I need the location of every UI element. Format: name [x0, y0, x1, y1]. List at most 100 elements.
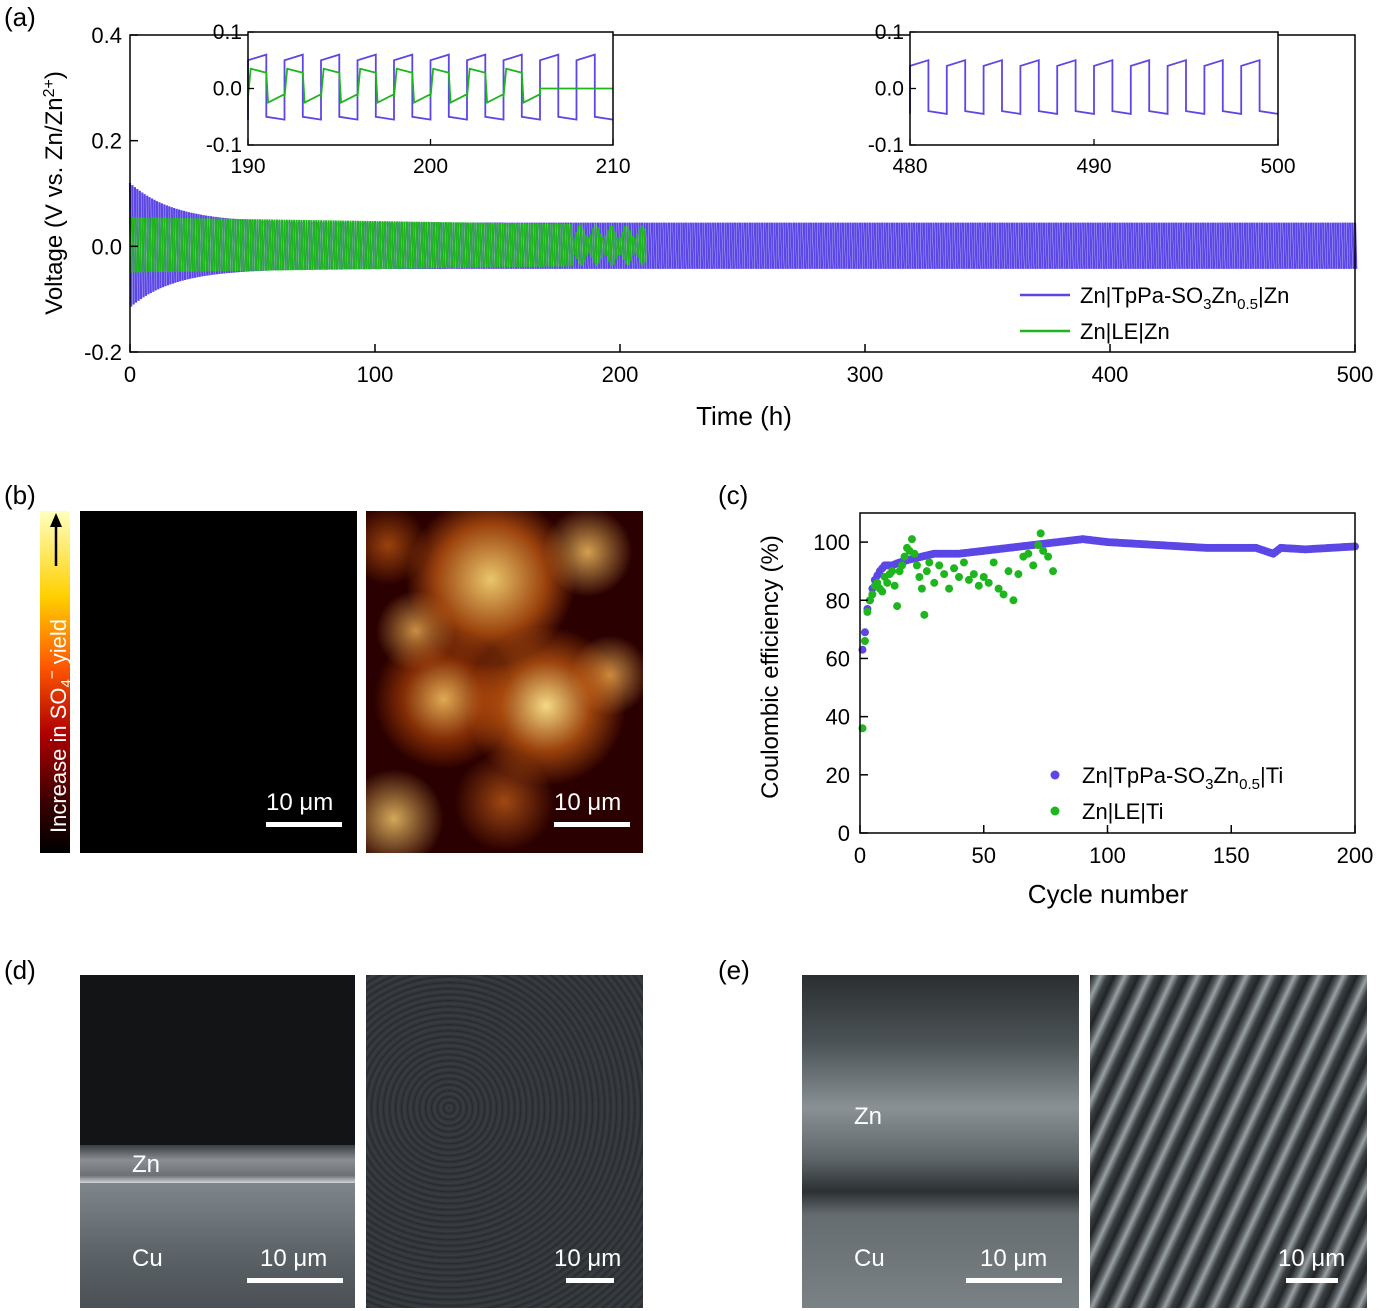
chart-a-inset-2: 480 490 500 0.1 0.0 -0.1 [868, 21, 1296, 178]
chart-a-xtick-label: 500 [1337, 362, 1374, 387]
sem-e-cu-label: Cu [854, 1245, 885, 1272]
chart-a-xtick-label: 100 [357, 362, 394, 387]
point-c-le [910, 549, 919, 558]
chart-a-ytick-label: 0.0 [91, 234, 122, 259]
inset-series-le [247, 67, 613, 105]
point-c-le [1049, 567, 1058, 576]
legend-a-le-label: Zn|LE|Zn [1080, 319, 1170, 344]
colorbar-label-text: Increase in SO4− yield [44, 619, 75, 833]
chart-a-xtick-label: 0 [124, 362, 136, 387]
inset-ytick-label: 0.0 [213, 78, 242, 101]
chart-c-ylabel: Coulombic efficiency (%) [757, 535, 784, 799]
colorbar-arrow-head [50, 513, 62, 527]
panel-label-b: (b) [4, 480, 36, 510]
point-c-le [940, 570, 949, 579]
chart-c-xtick-label: 50 [972, 843, 996, 868]
scale-bar-e-right [1286, 1278, 1338, 1283]
inset-ytick-label: 0.1 [213, 21, 242, 44]
chart-c-ytick-label: 60 [826, 646, 850, 671]
sem-top-view-e: 10 μm [1090, 975, 1367, 1308]
scale-label-e-left: 10 μm [980, 1245, 1048, 1272]
point-c-le [989, 558, 998, 567]
legend-a-tppa-label: Zn|TpPa-SO3Zn0.5|Zn [1080, 283, 1289, 313]
chart-c-ytick-label: 20 [826, 763, 850, 788]
chart-a-inset-1: 190 200 210 0.1 0.0 -0.1 [206, 21, 631, 178]
inset-series-tppa [909, 58, 1279, 115]
chart-c-xlabel: Cycle number [1028, 879, 1189, 909]
chart-c-ytick-label: 80 [826, 588, 850, 613]
point-c-le [1036, 529, 1045, 538]
inset-ytick-label: -0.1 [868, 134, 904, 157]
scale-label-b-right: 10 μm [554, 789, 622, 816]
inset-series-tppa [247, 53, 614, 121]
point-c-le [950, 564, 959, 573]
scale-label-d-right: 10 μm [554, 1245, 622, 1272]
chart-c: 0 50 100 150 200 0 20 40 60 80 100 Coulombic effic… [757, 512, 1374, 909]
inset-ytick-label: 0.1 [875, 21, 904, 44]
chart-c-legend: Zn|TpPa-SO3Zn0.5|Ti Zn|LE|Ti [1050, 763, 1283, 824]
panel-label-e: (e) [718, 955, 750, 985]
chart-c-ytick-label: 100 [813, 530, 850, 555]
chart-a-ylabel-main: Voltage (V vs. Zn/Zn [41, 97, 68, 314]
chart-a-legend: Zn|TpPa-SO3Zn0.5|Zn Zn|LE|Zn [1020, 283, 1289, 344]
point-c-le [898, 561, 907, 570]
inset-xtick-label: 490 [1076, 155, 1111, 178]
inset-xtick-label: 190 [230, 155, 265, 178]
scale-bar-d-left [247, 1278, 343, 1283]
scale-label-d-left: 10 μm [260, 1245, 328, 1272]
point-c-le [1034, 541, 1043, 549]
panel-label-c: (c) [718, 480, 749, 510]
sem-cross-section-e: Zn Cu 10 μm [802, 975, 1079, 1308]
inset-ytick-label: -0.1 [206, 134, 242, 157]
chart-a-ytick-label: -0.2 [84, 340, 122, 365]
legend-c-tppa-swatch [1050, 770, 1060, 780]
chart-c-plot-area [858, 529, 1359, 733]
panel-label-a: (a) [4, 2, 36, 32]
point-c-le [883, 578, 892, 587]
point-c-le [1024, 549, 1033, 558]
point-c-le [917, 584, 926, 593]
tof-sims-map-le: 10 μm [366, 511, 643, 853]
chart-a-ytick-label: 0.4 [91, 23, 122, 48]
legend-c-le-label: Zn|LE|Ti [1082, 799, 1164, 824]
inset-xtick-label: 210 [595, 155, 630, 178]
point-c-tppa [860, 628, 869, 637]
point-c-le [888, 567, 897, 576]
point-c-le [907, 535, 916, 544]
point-c-le [893, 602, 902, 611]
point-c-le [999, 590, 1008, 599]
sem-d-cu-substrate [80, 1183, 355, 1308]
point-c-le [1044, 552, 1053, 561]
chart-c-xtick-label: 0 [854, 843, 866, 868]
scale-bar-b-right [554, 822, 630, 827]
point-c-le [1029, 561, 1038, 570]
inset-xtick-label: 200 [413, 155, 448, 178]
point-c-le [1039, 546, 1048, 555]
chart-a-ylabel-close: ) [41, 71, 68, 79]
chart-a-xtick-label: 400 [1092, 362, 1129, 387]
chart-c-ytick-label: 40 [826, 705, 850, 730]
point-c-le [912, 561, 921, 570]
scale-label-e-right: 10 μm [1278, 1245, 1346, 1272]
series-a-le [129, 217, 647, 273]
chart-a: 0 100 200 300 400 500-0.20.00.20.4 190 200 2100… [41, 21, 1374, 431]
chart-c-xtick-label: 100 [1089, 843, 1126, 868]
point-c-le [955, 573, 963, 581]
chart-c-xtick-label: 200 [1337, 843, 1374, 868]
sem-d-cu-label: Cu [132, 1245, 163, 1272]
colorbar [40, 511, 70, 853]
scale-label-b-left: 10 μm [266, 789, 334, 816]
chart-a-xtick-label: 200 [602, 362, 639, 387]
point-c-le [922, 567, 931, 576]
chart-a-frame [129, 34, 1356, 353]
point-c-le [1004, 567, 1013, 576]
point-c-le [890, 581, 899, 590]
point-c-le [969, 570, 978, 579]
sem-cross-section-d: Zn Cu 10 μm [80, 975, 355, 1308]
chart-c-axes: 0 50 100 150 200 0 20 40 60 80 100 [813, 512, 1374, 868]
point-c-le [915, 573, 924, 581]
point-c-le [860, 637, 869, 645]
scale-bar-e-left [966, 1278, 1062, 1283]
point-c-le [1009, 596, 1018, 605]
point-c-le [935, 561, 944, 570]
